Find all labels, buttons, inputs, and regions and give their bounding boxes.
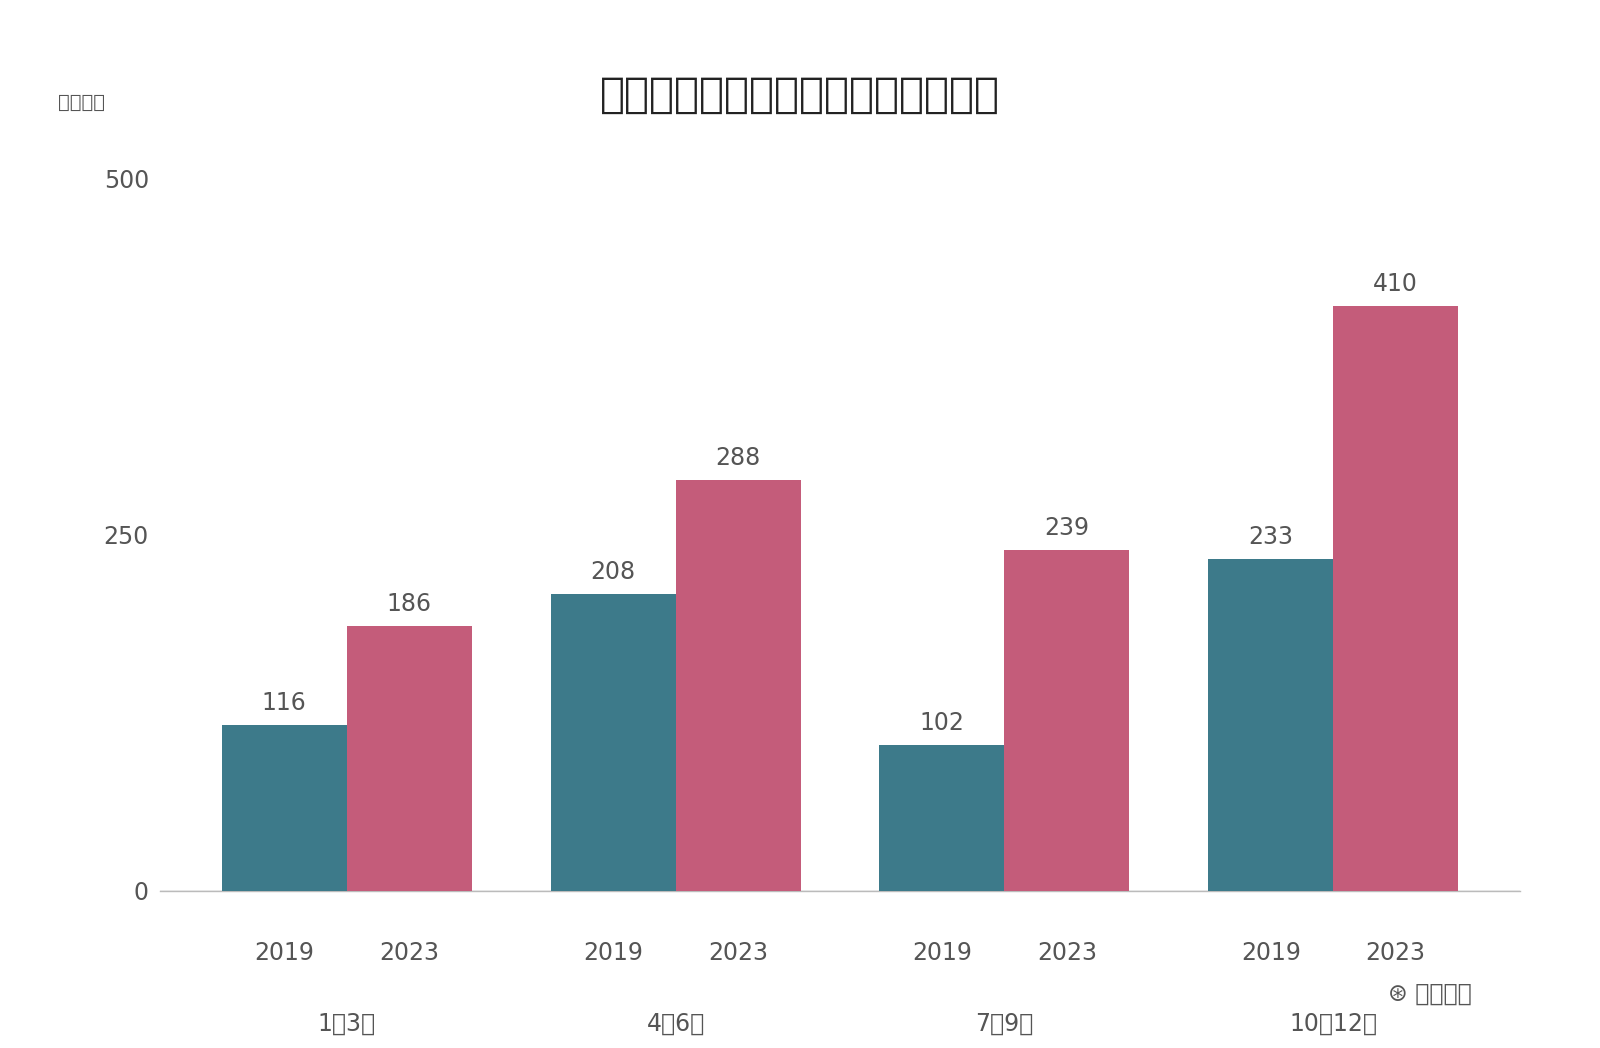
Text: 訪日フィリピン人消費額の年間推移: 訪日フィリピン人消費額の年間推移 (600, 73, 1000, 115)
Text: 288: 288 (715, 446, 760, 471)
Text: 233: 233 (1248, 525, 1293, 549)
Text: 410: 410 (1373, 272, 1418, 297)
Text: 208: 208 (590, 561, 635, 585)
Text: 116: 116 (262, 692, 307, 716)
Text: 1〜3月: 1〜3月 (318, 1012, 376, 1036)
Bar (550, 594, 675, 891)
Text: 2019: 2019 (912, 941, 971, 965)
Text: 2023: 2023 (1037, 941, 1098, 965)
Text: 10〜12月: 10〜12月 (1290, 1012, 1378, 1036)
Bar (347, 626, 472, 891)
Bar (880, 745, 1005, 891)
Bar (222, 725, 347, 891)
Text: ⊛ 訪日ラボ: ⊛ 訪日ラボ (1389, 982, 1472, 1006)
Text: 2019: 2019 (254, 941, 314, 965)
Bar (1333, 306, 1458, 891)
Text: 4〜6月: 4〜6月 (646, 1012, 704, 1036)
Text: 186: 186 (387, 592, 432, 616)
Text: （億円）: （億円） (58, 92, 106, 112)
Text: 2023: 2023 (1366, 941, 1426, 965)
Text: 2019: 2019 (1242, 941, 1301, 965)
Text: 2023: 2023 (709, 941, 768, 965)
Text: 102: 102 (920, 712, 965, 736)
Text: 2019: 2019 (582, 941, 643, 965)
Bar (675, 480, 800, 891)
Bar (1005, 550, 1130, 891)
Text: 7〜9月: 7〜9月 (976, 1012, 1034, 1036)
Text: 239: 239 (1045, 517, 1090, 540)
Bar (1208, 559, 1333, 891)
Text: 2023: 2023 (379, 941, 440, 965)
